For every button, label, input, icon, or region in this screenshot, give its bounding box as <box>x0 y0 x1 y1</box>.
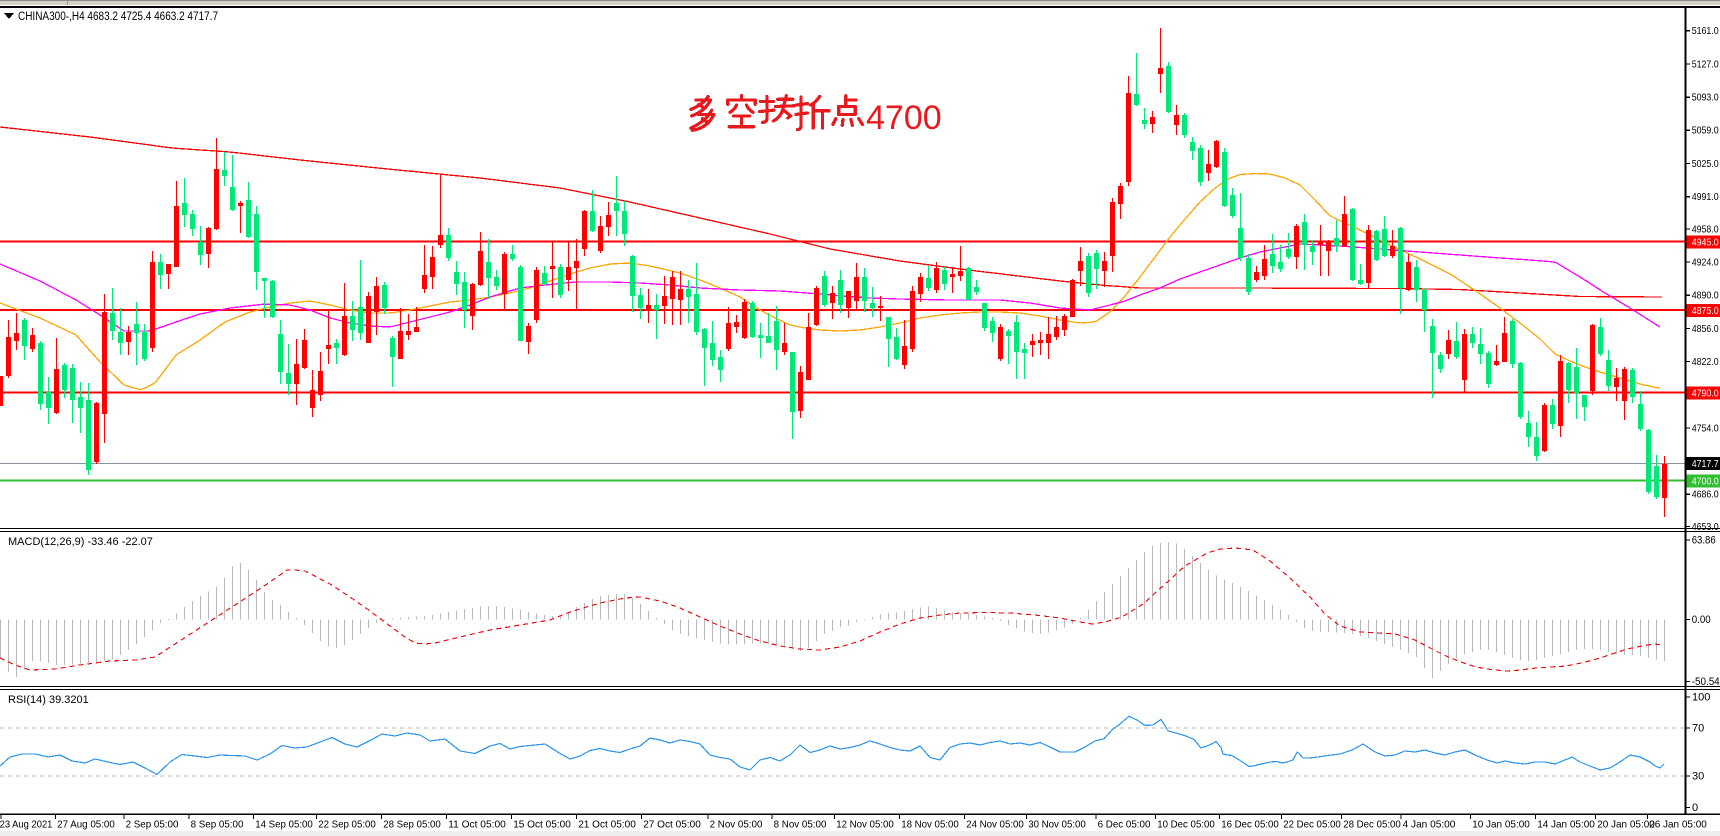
svg-text:4822.0: 4822.0 <box>1692 356 1719 368</box>
svg-text:4875.0: 4875.0 <box>1692 305 1719 317</box>
svg-text:0.00: 0.00 <box>1692 614 1711 626</box>
svg-text:4856.0: 4856.0 <box>1692 323 1719 335</box>
svg-text:2 Sep 05:00: 2 Sep 05:00 <box>126 819 179 831</box>
svg-text:5059.0: 5059.0 <box>1692 125 1719 137</box>
svg-text:5093.0: 5093.0 <box>1692 92 1719 104</box>
svg-text:6 Dec 05:00: 6 Dec 05:00 <box>1098 819 1151 831</box>
svg-text:8 Sep 05:00: 8 Sep 05:00 <box>191 819 244 831</box>
svg-text:4945.0: 4945.0 <box>1692 237 1719 249</box>
svg-text:28 Sep 05:00: 28 Sep 05:00 <box>383 819 441 831</box>
svg-text:5161.0: 5161.0 <box>1692 25 1719 37</box>
svg-text:4700.0: 4700.0 <box>1692 476 1719 488</box>
svg-text:20 Jan 05:00: 20 Jan 05:00 <box>1597 819 1655 831</box>
svg-text:28 Dec 05:00: 28 Dec 05:00 <box>1343 819 1401 831</box>
svg-text:10 Dec 05:00: 10 Dec 05:00 <box>1157 819 1215 831</box>
svg-text:27 Aug 05:00: 27 Aug 05:00 <box>57 819 115 831</box>
svg-text:5025.0: 5025.0 <box>1692 158 1719 170</box>
svg-text:MACD(12,26,9) -33.46 -22.07: MACD(12,26,9) -33.46 -22.07 <box>8 536 153 548</box>
svg-text:10 Jan 05:00: 10 Jan 05:00 <box>1472 819 1530 831</box>
svg-text:30 Nov 05:00: 30 Nov 05:00 <box>1028 819 1086 831</box>
svg-text:100: 100 <box>1692 692 1710 704</box>
svg-text:70: 70 <box>1692 723 1704 735</box>
svg-text:21 Oct 05:00: 21 Oct 05:00 <box>578 819 636 831</box>
svg-text:4991.0: 4991.0 <box>1692 191 1719 203</box>
svg-text:-50.54: -50.54 <box>1692 676 1720 688</box>
svg-text:4 Jan 05:00: 4 Jan 05:00 <box>1403 819 1456 831</box>
svg-text:18 Nov 05:00: 18 Nov 05:00 <box>901 819 959 831</box>
svg-text:30: 30 <box>1692 771 1704 783</box>
svg-text:5127.0: 5127.0 <box>1692 58 1719 70</box>
svg-text:11 Oct 05:00: 11 Oct 05:00 <box>448 819 506 831</box>
svg-text:8 Nov 05:00: 8 Nov 05:00 <box>774 819 827 831</box>
svg-text:4686.0: 4686.0 <box>1692 489 1719 501</box>
svg-text:22 Sep 05:00: 22 Sep 05:00 <box>318 819 376 831</box>
svg-text:14 Sep 05:00: 14 Sep 05:00 <box>255 819 313 831</box>
svg-text:4924.0: 4924.0 <box>1692 257 1719 269</box>
svg-text:4653.0: 4653.0 <box>1692 521 1719 533</box>
svg-text:4717.7: 4717.7 <box>1692 458 1719 470</box>
svg-text:15 Oct 05:00: 15 Oct 05:00 <box>513 819 571 831</box>
svg-text:4890.0: 4890.0 <box>1692 290 1719 302</box>
svg-text:14 Jan 05:00: 14 Jan 05:00 <box>1537 819 1595 831</box>
svg-text:RSI(14) 39.3201: RSI(14) 39.3201 <box>8 694 89 706</box>
svg-text:CHINA300-,H4 4683.2 4725.4 46: CHINA300-,H4 4683.2 4725.4 4663.2 4717.7 <box>18 11 218 23</box>
svg-text:26 Jan 05:00: 26 Jan 05:00 <box>1649 819 1707 831</box>
svg-text:4700: 4700 <box>866 99 942 137</box>
svg-text:23 Aug 2021: 23 Aug 2021 <box>0 819 53 831</box>
svg-text:0: 0 <box>1692 802 1698 814</box>
svg-text:27 Oct 05:00: 27 Oct 05:00 <box>643 819 701 831</box>
svg-text:63.86: 63.86 <box>1692 535 1716 547</box>
svg-text:4958.0: 4958.0 <box>1692 223 1719 235</box>
svg-text:22 Dec 05:00: 22 Dec 05:00 <box>1283 819 1341 831</box>
svg-text:4790.0: 4790.0 <box>1692 388 1719 400</box>
svg-text:16 Dec 05:00: 16 Dec 05:00 <box>1221 819 1279 831</box>
svg-text:24 Nov 05:00: 24 Nov 05:00 <box>966 819 1024 831</box>
svg-text:4754.0: 4754.0 <box>1692 422 1719 434</box>
svg-text:12 Nov 05:00: 12 Nov 05:00 <box>836 819 894 831</box>
svg-text:2 Nov 05:00: 2 Nov 05:00 <box>710 819 763 831</box>
